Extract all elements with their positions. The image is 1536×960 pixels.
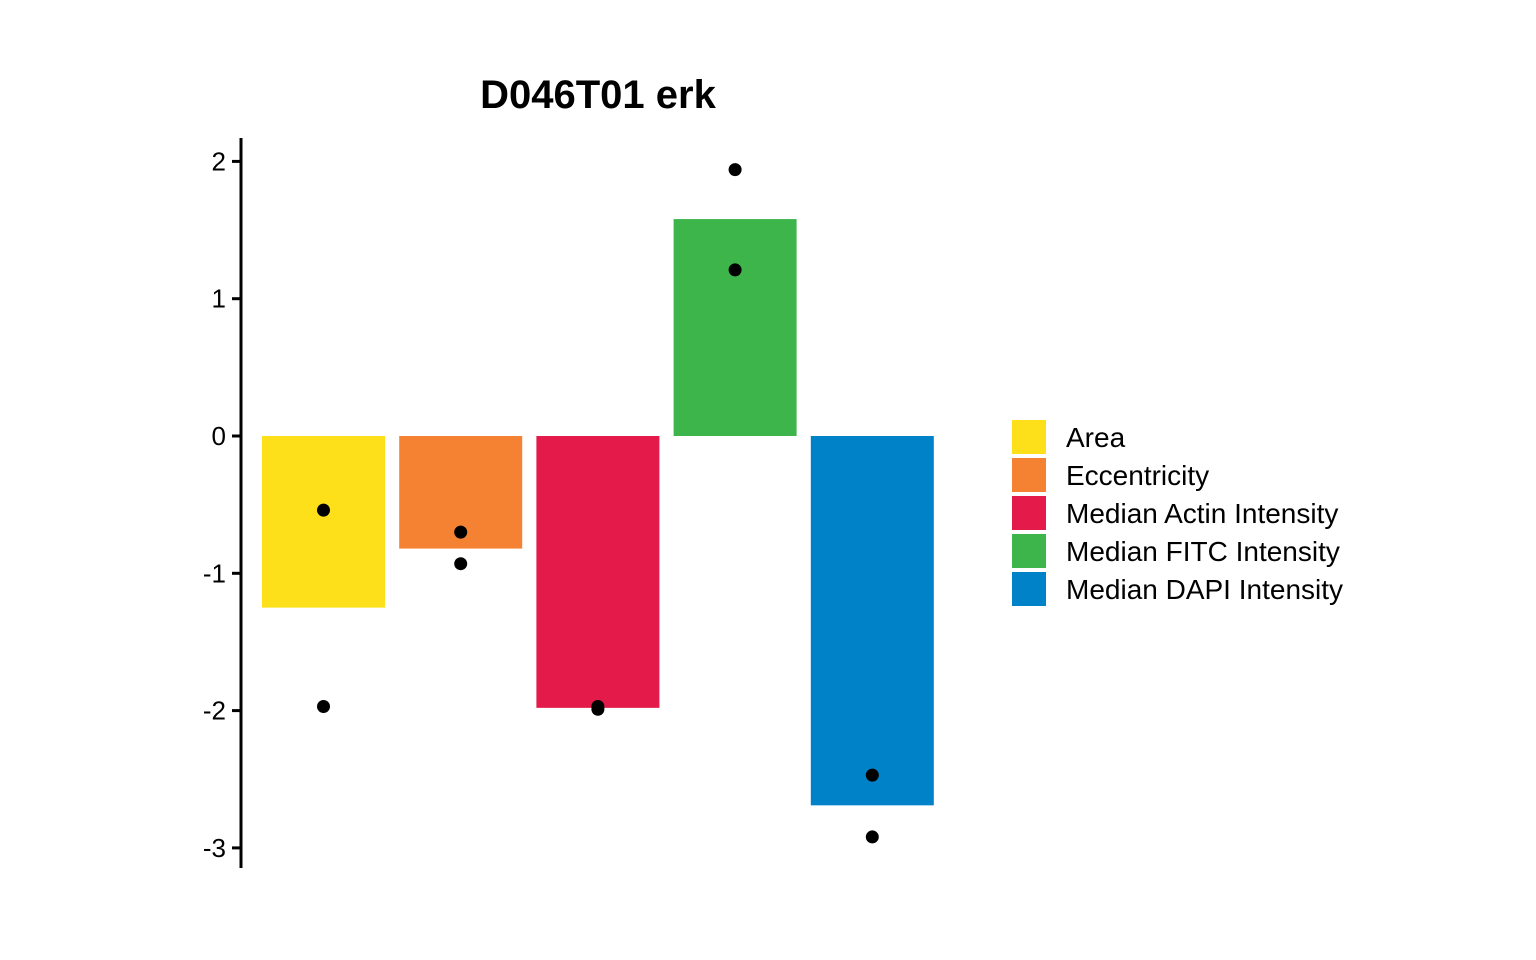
data-point [317,503,330,517]
data-point [317,699,330,713]
bar-median-actin-intensity [536,436,660,708]
legend-swatch [1012,496,1046,530]
y-tick-label: -1 [203,558,226,588]
data-point [454,557,468,571]
bar-median-dapi-intensity [810,436,934,806]
y-tick-label: 2 [212,146,226,176]
data-point [865,768,879,782]
legend-label: Eccentricity [1066,460,1209,491]
legend-label: Median DAPI Intensity [1066,574,1343,605]
y-axis: 2 1 0 -1 -2 -3 [203,138,243,868]
data-point [728,163,742,177]
legend-label: Area [1066,422,1126,453]
legend-swatch [1012,534,1046,568]
data-point [728,263,742,277]
legend: Area Eccentricity Median Actin Intensity Me… [1012,420,1343,606]
bar-area [262,436,385,608]
bars [262,219,934,806]
data-points [317,163,879,844]
legend-label: Median Actin Intensity [1066,498,1338,529]
y-tick-label: 1 [212,284,226,314]
y-tick-label: -2 [203,696,226,726]
bar-median-fitc-intensity [673,219,797,436]
legend-label: Median FITC Intensity [1066,536,1340,567]
y-tick-label: -3 [203,833,226,863]
legend-swatch [1012,420,1046,454]
legend-swatch [1012,572,1046,606]
chart-title: D046T01 erk [480,73,716,117]
legend-swatch [1012,458,1046,492]
data-point [591,702,605,716]
data-point [865,830,879,844]
y-tick-label: 0 [212,421,226,451]
data-point [454,525,468,539]
